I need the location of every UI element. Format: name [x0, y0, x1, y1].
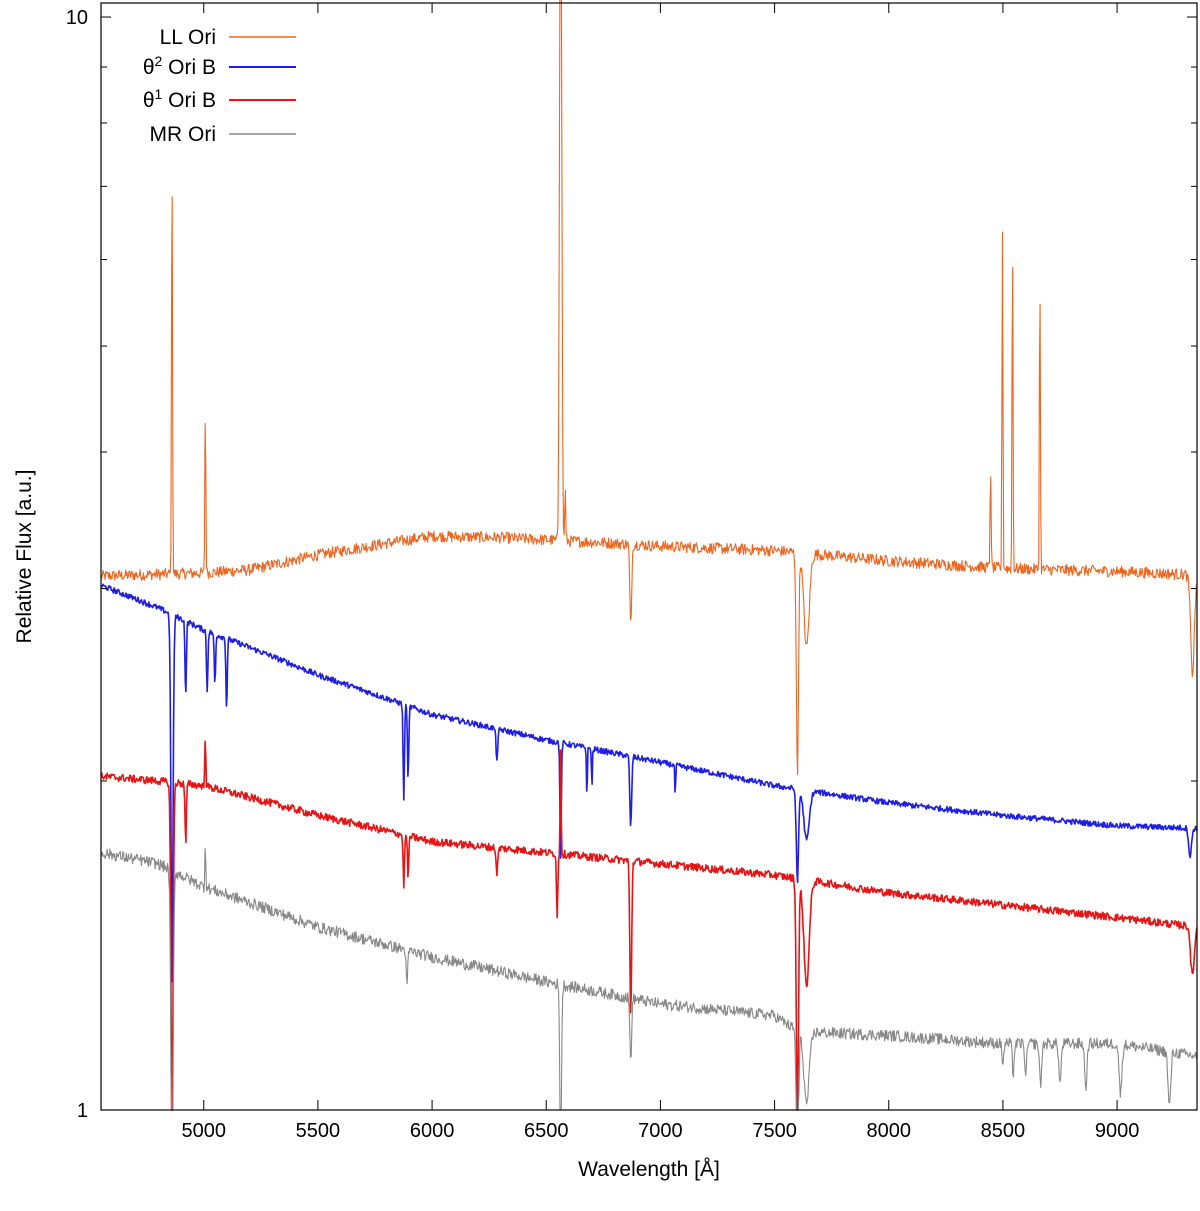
- y-tick-label-1: 1: [77, 1100, 88, 1122]
- series-line-3: [100, 847, 1198, 1111]
- series-line-1: [100, 583, 1198, 983]
- x-tick-label-8000: 8000: [867, 1120, 912, 1142]
- legend-label-1: θ2 Ori B: [143, 53, 216, 79]
- x-tick-label-9000: 9000: [1095, 1120, 1140, 1142]
- series-layer: [100, 0, 1198, 1111]
- legend-label-0: LL Ori: [160, 26, 216, 49]
- x-tick-label-6500: 6500: [524, 1120, 569, 1142]
- x-tick-label-7000: 7000: [638, 1120, 683, 1142]
- legend-label-2: θ1 Ori B: [143, 86, 216, 112]
- series-line-0: [100, 0, 1198, 775]
- x-tick-label-5000: 5000: [182, 1120, 227, 1142]
- x-tick-label-6000: 6000: [410, 1120, 455, 1142]
- x-tick-label-7500: 7500: [752, 1120, 797, 1142]
- ticks-layer: 5000 5500 6000 6500 7000 7500 8000 8500 9000 1 10: [66, 3, 1197, 1142]
- y-tick-label-10: 10: [66, 7, 88, 29]
- plot-frame: [100, 2, 1198, 1111]
- x-tick-label-5500: 5500: [296, 1120, 341, 1142]
- series-line-2: [100, 740, 1198, 1111]
- legend: LL Ori θ2 Ori B θ1 Ori B MR Ori: [143, 26, 296, 146]
- y-axis-label: Relative Flux [a.u.]: [13, 470, 36, 644]
- legend-label-3: MR Ori: [150, 123, 217, 146]
- x-axis-label: Wavelength [Å]: [578, 1158, 720, 1181]
- x-tick-label-8500: 8500: [981, 1120, 1026, 1142]
